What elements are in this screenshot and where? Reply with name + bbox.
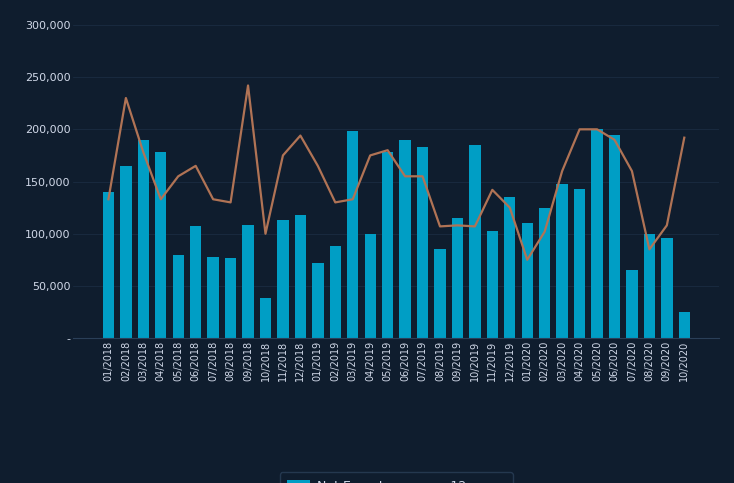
Bar	[435, 249, 446, 338]
Bar	[330, 246, 341, 338]
Bar	[487, 230, 498, 338]
Bar	[417, 147, 428, 338]
Bar	[312, 263, 324, 338]
Bar	[120, 166, 131, 338]
Bar	[539, 208, 550, 338]
Bar	[504, 197, 515, 338]
Bar	[260, 298, 271, 338]
Bar	[172, 255, 184, 338]
Bar	[208, 256, 219, 338]
Bar	[626, 270, 638, 338]
Bar	[242, 226, 254, 338]
Bar	[469, 145, 481, 338]
Bar	[556, 184, 568, 338]
Bar	[608, 135, 620, 338]
Bar	[592, 129, 603, 338]
Legend: Net Exports, -12m ago: Net Exports, -12m ago	[280, 472, 513, 483]
Bar	[661, 238, 672, 338]
Bar	[190, 227, 201, 338]
Bar	[399, 140, 411, 338]
Bar	[295, 215, 306, 338]
Bar	[225, 258, 236, 338]
Bar	[155, 152, 167, 338]
Bar	[365, 234, 376, 338]
Bar	[522, 223, 533, 338]
Bar	[382, 152, 393, 338]
Bar	[277, 220, 288, 338]
Bar	[644, 234, 655, 338]
Bar	[451, 218, 463, 338]
Bar	[347, 131, 358, 338]
Bar	[679, 312, 690, 338]
Bar	[574, 189, 585, 338]
Bar	[138, 140, 149, 338]
Bar	[103, 192, 114, 338]
